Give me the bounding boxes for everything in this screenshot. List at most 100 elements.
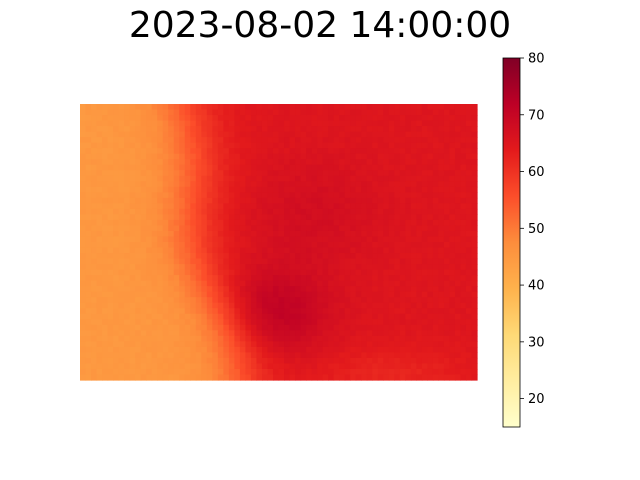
heatmap-cell — [234, 352, 241, 359]
heatmap-cell — [245, 236, 252, 243]
heatmap-cell — [460, 297, 467, 304]
heatmap-cell — [228, 258, 235, 265]
heatmap-cell — [195, 170, 202, 177]
heatmap-cell — [284, 104, 291, 111]
heatmap-cell — [300, 308, 307, 315]
heatmap-cell — [306, 197, 313, 204]
heatmap-cell — [399, 164, 406, 171]
heatmap-cell — [416, 153, 423, 160]
heatmap-cell — [85, 142, 92, 149]
heatmap-cell — [223, 219, 230, 227]
heatmap-cell — [267, 297, 274, 304]
heatmap-cell — [250, 170, 258, 177]
heatmap-cell — [427, 352, 434, 359]
heatmap-cell — [443, 264, 451, 271]
heatmap-cell — [267, 131, 274, 138]
heatmap-cell — [162, 181, 169, 188]
heatmap-cell — [85, 208, 92, 215]
heatmap-cell — [322, 109, 329, 116]
heatmap-cell — [410, 175, 417, 182]
heatmap-cell — [333, 164, 340, 171]
heatmap-cell — [421, 153, 428, 160]
heatmap-cell — [129, 341, 136, 348]
heatmap-cell — [256, 186, 263, 193]
heatmap-cell — [256, 115, 263, 122]
heatmap-cell — [162, 330, 169, 337]
heatmap-cell — [460, 247, 467, 254]
heatmap-cell — [361, 225, 368, 232]
heatmap-cell — [234, 324, 241, 331]
heatmap-cell — [432, 330, 439, 337]
heatmap-cell — [201, 286, 208, 293]
heatmap-cell — [223, 368, 230, 376]
heatmap-cell — [179, 308, 186, 315]
heatmap-cell — [245, 214, 252, 221]
heatmap-cell — [118, 208, 125, 215]
heatmap-cell — [190, 297, 197, 304]
heatmap-cell — [261, 264, 269, 271]
heatmap-cell — [372, 164, 379, 171]
heatmap-cell — [267, 120, 274, 127]
heatmap-cell — [383, 115, 390, 122]
heatmap-cell — [267, 159, 274, 166]
heatmap-cell — [289, 368, 296, 376]
heatmap-cell — [157, 297, 164, 304]
heatmap-cell — [129, 324, 136, 331]
heatmap-cell — [284, 203, 291, 210]
heatmap-cell — [217, 175, 224, 182]
heatmap-cell — [96, 192, 103, 199]
heatmap-cell — [151, 297, 158, 304]
heatmap-cell — [107, 208, 114, 215]
heatmap-cell — [421, 197, 428, 204]
heatmap-cell — [228, 346, 235, 353]
heatmap-cell — [328, 297, 335, 304]
heatmap-cell — [129, 291, 136, 298]
heatmap-cell — [300, 175, 307, 182]
heatmap-cell — [135, 308, 142, 315]
heatmap-cell — [372, 219, 379, 227]
heatmap-cell — [91, 286, 98, 293]
heatmap-cell — [383, 153, 390, 160]
heatmap-cell — [405, 346, 412, 353]
heatmap-cell — [289, 225, 296, 232]
heatmap-cell — [201, 236, 208, 243]
heatmap-cell — [102, 341, 109, 348]
heatmap-cell — [228, 214, 235, 221]
heatmap-cell — [284, 164, 291, 171]
heatmap-cell — [295, 131, 302, 138]
heatmap-cell — [405, 258, 412, 265]
heatmap-cell — [432, 341, 439, 348]
heatmap-cell — [146, 197, 153, 204]
heatmap-cell — [339, 203, 346, 210]
heatmap-cell — [465, 153, 473, 160]
heatmap-cell — [449, 352, 456, 359]
heatmap-cell — [416, 208, 423, 215]
heatmap-cell — [173, 330, 180, 337]
heatmap-cell — [261, 363, 269, 370]
heatmap-cell — [377, 104, 384, 111]
heatmap-cell — [300, 302, 307, 309]
heatmap-cell — [355, 291, 362, 298]
heatmap-cell — [449, 286, 456, 293]
heatmap-cell — [366, 208, 373, 215]
heatmap-cell — [454, 104, 462, 111]
heatmap-cell — [366, 363, 373, 370]
heatmap-cell — [234, 126, 241, 133]
heatmap-cell — [317, 208, 324, 215]
heatmap-cell — [394, 352, 401, 359]
heatmap-cell — [206, 368, 213, 376]
heatmap-cell — [383, 181, 390, 188]
heatmap-cell — [339, 357, 346, 365]
heatmap-cell — [465, 302, 473, 309]
heatmap-cell — [427, 203, 434, 210]
heatmap-cell — [113, 280, 120, 287]
heatmap-cell — [228, 148, 235, 155]
heatmap-cell — [361, 308, 368, 315]
heatmap-cell — [432, 214, 439, 221]
heatmap-cell — [300, 164, 307, 171]
heatmap-cell — [383, 330, 390, 337]
heatmap-cell — [432, 352, 439, 359]
heatmap-cell — [250, 330, 258, 337]
heatmap-cell — [454, 175, 462, 182]
heatmap-cell — [157, 264, 164, 271]
